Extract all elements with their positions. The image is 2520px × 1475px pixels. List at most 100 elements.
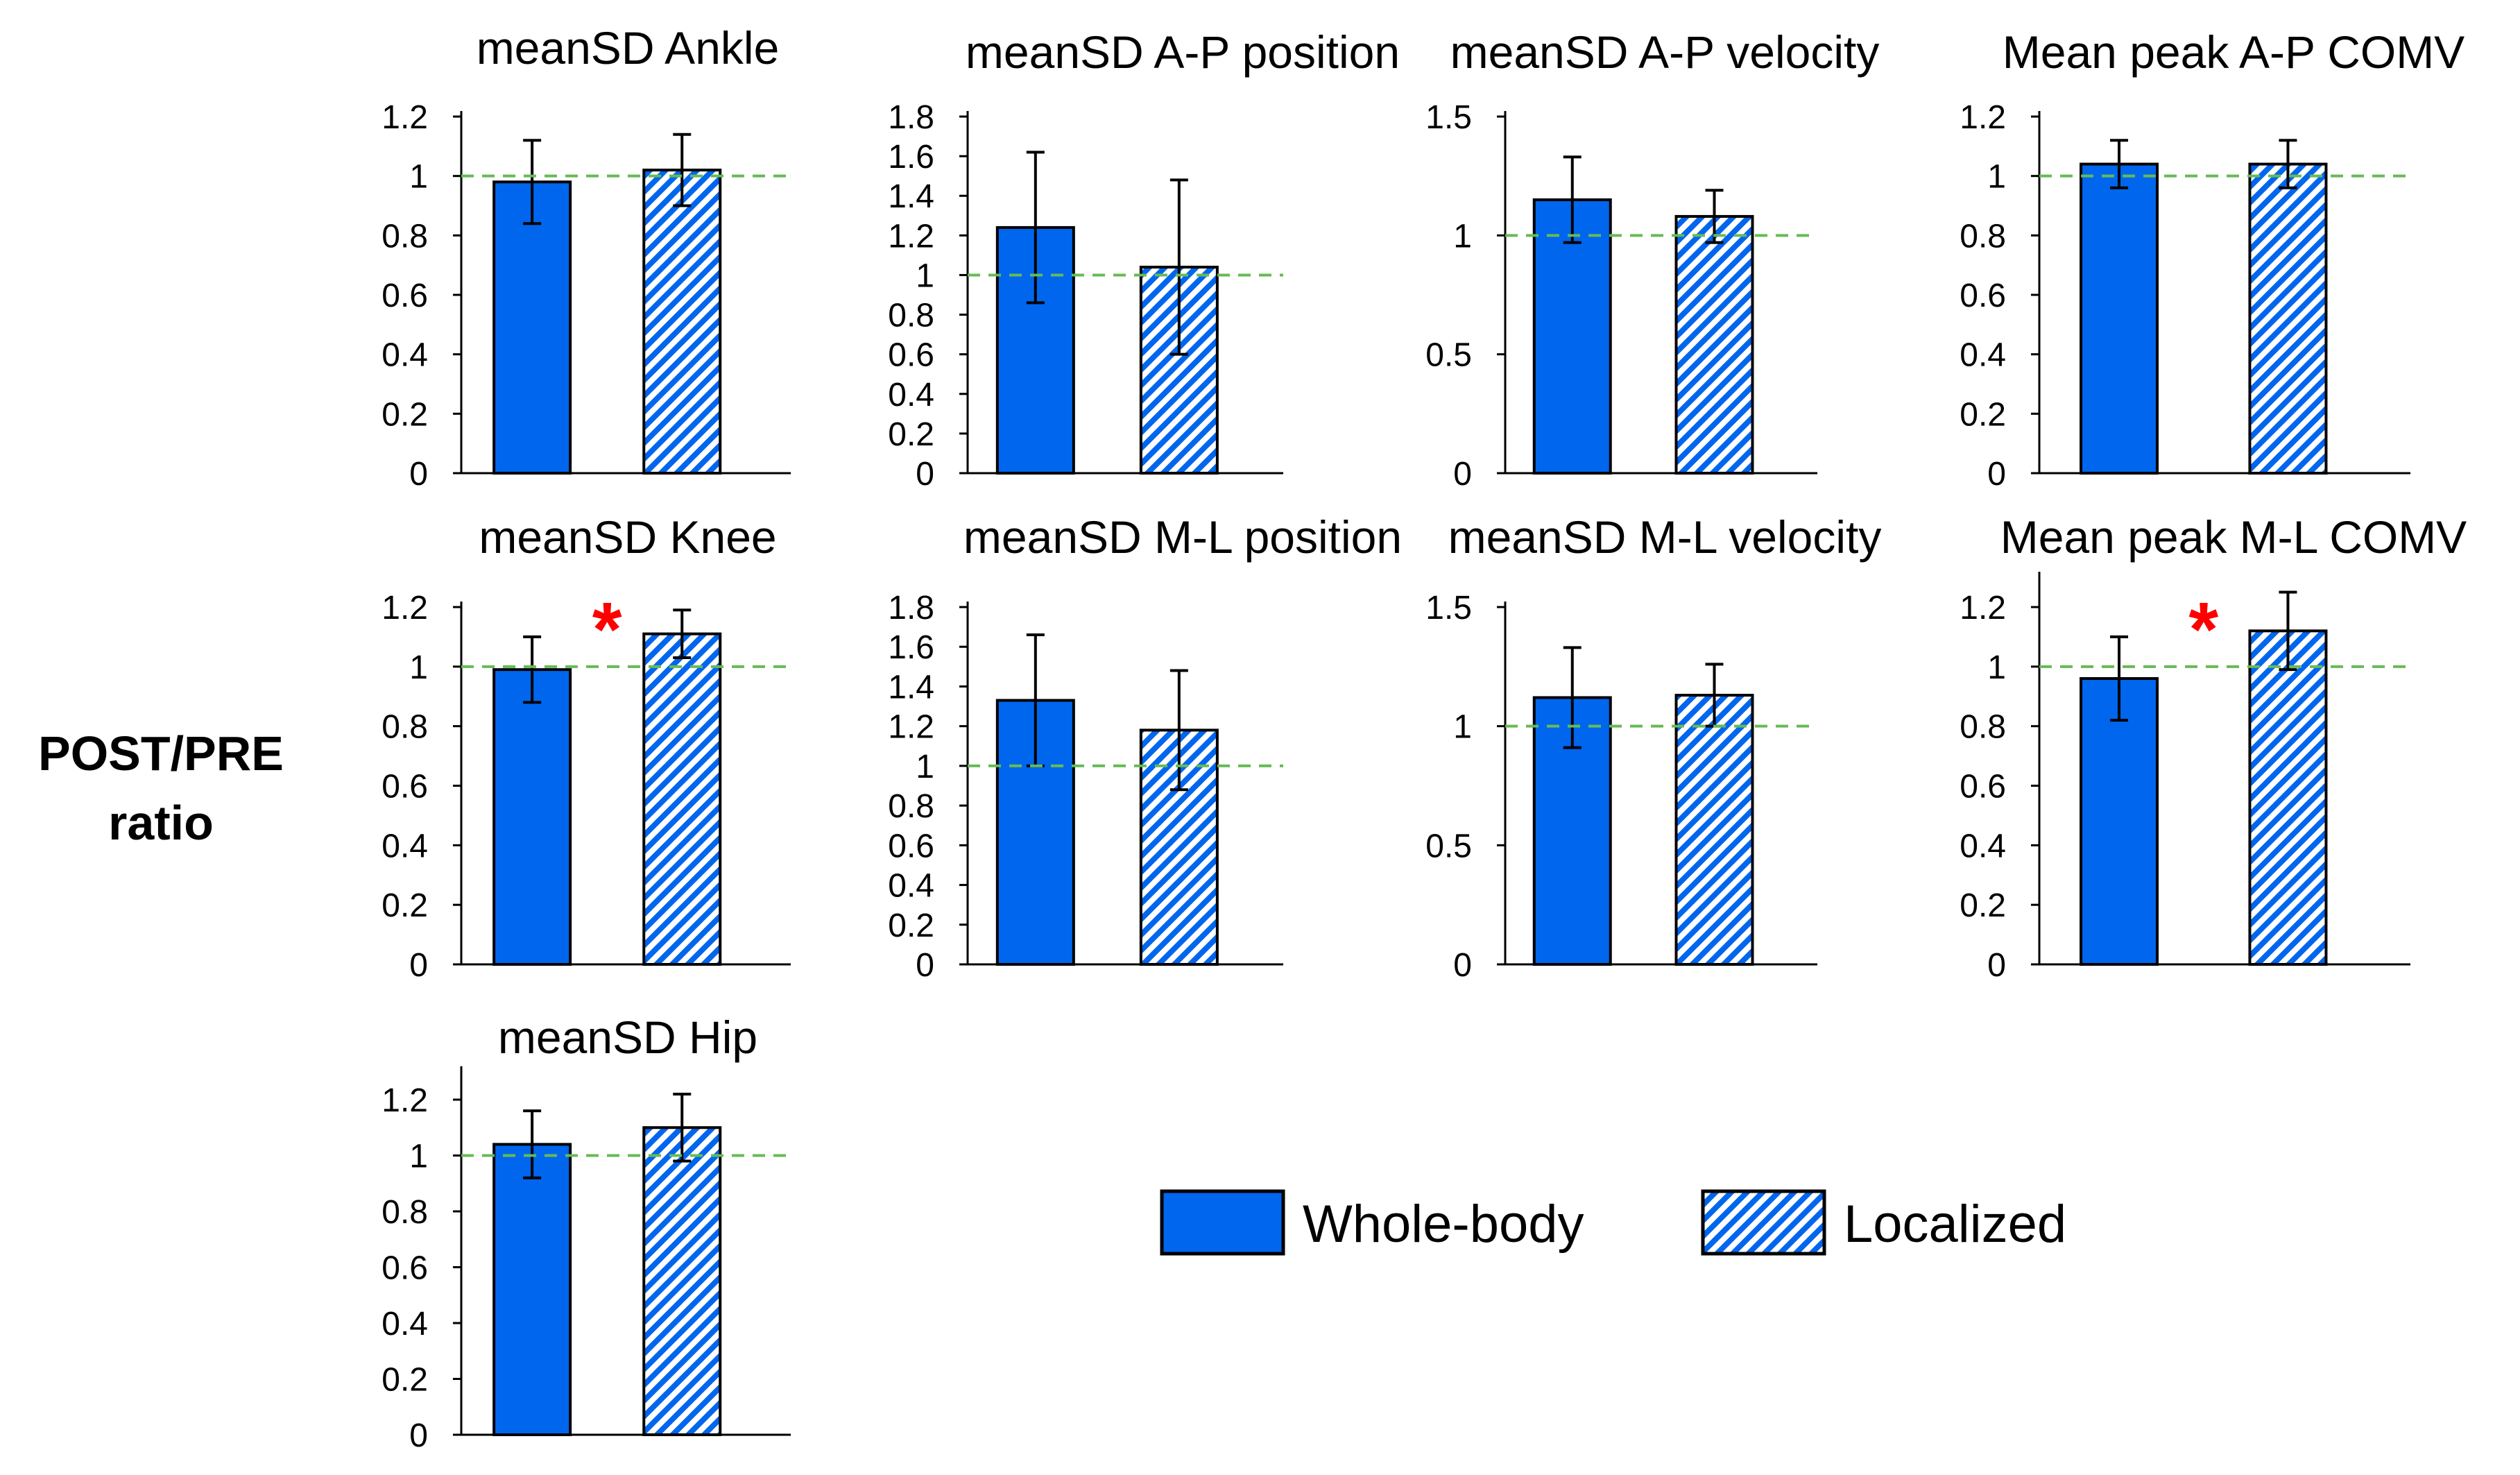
- chart-panel-5: meanSD Knee 0 0.2 0.4 0.6 0.8 1 1.2 *: [382, 511, 791, 984]
- y-tick-label: 0: [916, 456, 934, 493]
- y-tick-label: 1.2: [888, 218, 934, 255]
- y-tick-label: 0.4: [382, 1306, 428, 1342]
- y-tick-label: 0: [1453, 456, 1472, 493]
- y-tick-label: 0: [409, 1417, 428, 1454]
- chart-title: meanSD Hip: [498, 1012, 757, 1063]
- y-tick-label: 0.8: [382, 709, 428, 746]
- y-tick-label: 1: [1987, 649, 2006, 686]
- y-tick-label: 0.8: [382, 1194, 428, 1231]
- y-tick-label: 1.4: [888, 669, 934, 706]
- y-tick-label: 1.5: [1425, 99, 1472, 136]
- bar-localized: [642, 632, 722, 966]
- y-tick-label: 1.6: [888, 139, 934, 176]
- bar-localized: [1674, 214, 1754, 475]
- bar-whole-body: [492, 180, 572, 475]
- y-tick-label: 0.6: [1960, 278, 2006, 314]
- bar-whole-body: [2080, 162, 2159, 475]
- y-tick-label: 1: [916, 257, 934, 294]
- y-tick-label: 0.6: [382, 769, 428, 805]
- y-axis-label-line2: ratio: [108, 796, 214, 850]
- y-tick-label: 0.6: [382, 278, 428, 314]
- y-tick-label: 0: [916, 947, 934, 984]
- y-tick-label: 0: [1453, 947, 1472, 984]
- y-tick-label: 0.4: [1960, 337, 2006, 374]
- bar-localized: [642, 1126, 722, 1436]
- y-tick-label: 0.6: [382, 1250, 428, 1287]
- y-tick-label: 1.4: [888, 178, 934, 215]
- chart-title: meanSD Knee: [479, 511, 776, 563]
- chart-title: Mean peak A-P COMV: [2003, 26, 2465, 78]
- y-tick-label: 0.4: [888, 377, 934, 413]
- legend-swatch-localized: [1701, 1189, 1826, 1256]
- chart-panel-6: meanSD M-L position00.20.40.60.811.21.41…: [888, 511, 1402, 984]
- y-tick-label: 1.2: [888, 709, 934, 746]
- y-tick-label: 0.6: [888, 337, 934, 374]
- y-tick-label: 0.4: [382, 828, 428, 864]
- chart-panel-2: meanSD A-P position00.20.40.60.811.21.41…: [888, 26, 1400, 493]
- chart-panel-8: Mean peak M-L COMV 0 0.2 0.4 0.6 0.8 1 1.2 *: [1960, 511, 2467, 984]
- y-tick-label: 0.5: [1425, 337, 1472, 374]
- y-tick-label: 0.8: [1960, 218, 2006, 255]
- chart-panel-3: meanSD A-P velocity 0 0.5 1 1.5: [1425, 26, 1879, 493]
- y-tick-label: 1: [916, 749, 934, 785]
- y-tick-label: 0.2: [1960, 396, 2006, 433]
- chart-title: meanSD M-L position: [963, 511, 1402, 563]
- y-tick-label: 0.8: [888, 298, 934, 334]
- bar-localized: [1674, 694, 1754, 966]
- significance-marker: *: [2188, 587, 2218, 672]
- y-tick-label: 0.8: [382, 218, 428, 255]
- legend-label-whole-body: Whole-body: [1303, 1195, 1584, 1254]
- y-tick-label: 1.5: [1425, 590, 1472, 626]
- y-tick-label: 1.8: [888, 99, 934, 136]
- y-tick-label: 0: [409, 947, 428, 984]
- chart-title: meanSD A-P velocity: [1450, 26, 1880, 78]
- bar-whole-body: [492, 1143, 572, 1437]
- y-tick-label: 0.2: [1960, 887, 2006, 924]
- y-tick-label: 1: [1453, 218, 1472, 255]
- chart-panel-9: meanSD Hip 0 0.2 0.4 0.6 0.8 1 1.2: [382, 1012, 791, 1454]
- legend-label-localized: Localized: [1844, 1195, 2066, 1254]
- chart-panel-1: meanSD Ankle 0 0.2 0.4 0.6 0.8 1 1.2: [382, 22, 791, 493]
- chart-title: meanSD Ankle: [477, 22, 780, 74]
- y-tick-label: 1.6: [888, 629, 934, 666]
- bar-whole-body: [1532, 198, 1612, 475]
- y-tick-label: 0: [1987, 947, 2006, 984]
- y-tick-label: 1: [1987, 159, 2006, 196]
- y-tick-label: 1: [409, 1139, 428, 1175]
- y-tick-label: 0.4: [888, 868, 934, 905]
- chart-panel-4: Mean peak A-P COMV 0 0.2 0.4 0.6 0.8 1 1.2: [1960, 26, 2465, 493]
- y-tick-label: 0.2: [382, 1362, 428, 1399]
- y-tick-label: 0.8: [1960, 709, 2006, 746]
- y-tick-label: 0.6: [1960, 769, 2006, 805]
- y-tick-label: 0.2: [382, 887, 428, 924]
- bar-whole-body: [2080, 677, 2159, 966]
- bar-localized: [2248, 162, 2328, 475]
- legend-swatch-whole-body: [1160, 1189, 1285, 1256]
- bar-localized: [2248, 629, 2328, 966]
- legend: Whole-body Localized: [1160, 1189, 2066, 1256]
- y-axis-label-line1: POST/PRE: [38, 726, 284, 781]
- y-tick-label: 1.2: [1960, 590, 2006, 626]
- bar-whole-body: [492, 668, 572, 966]
- bar-localized: [642, 169, 722, 475]
- y-tick-label: 0.5: [1425, 828, 1472, 864]
- y-tick-label: 1.8: [888, 590, 934, 626]
- y-tick-label: 1.2: [382, 1082, 428, 1119]
- significance-marker: *: [592, 587, 622, 672]
- y-tick-label: 0.4: [1960, 828, 2006, 864]
- y-tick-label: 0.8: [888, 788, 934, 825]
- y-tick-label: 0.6: [888, 828, 934, 864]
- y-tick-label: 1.2: [382, 99, 428, 136]
- chart-title: Mean peak M-L COMV: [2000, 511, 2467, 563]
- y-tick-label: 1: [409, 649, 428, 686]
- y-tick-label: 0.2: [888, 416, 934, 453]
- chart-title: meanSD A-P position: [966, 26, 1400, 78]
- y-tick-label: 0.2: [382, 396, 428, 433]
- y-tick-label: 0.4: [382, 337, 428, 374]
- y-tick-label: 0: [409, 456, 428, 493]
- y-tick-label: 1: [1453, 709, 1472, 746]
- y-tick-label: 1: [409, 159, 428, 196]
- y-tick-label: 1.2: [1960, 99, 2006, 136]
